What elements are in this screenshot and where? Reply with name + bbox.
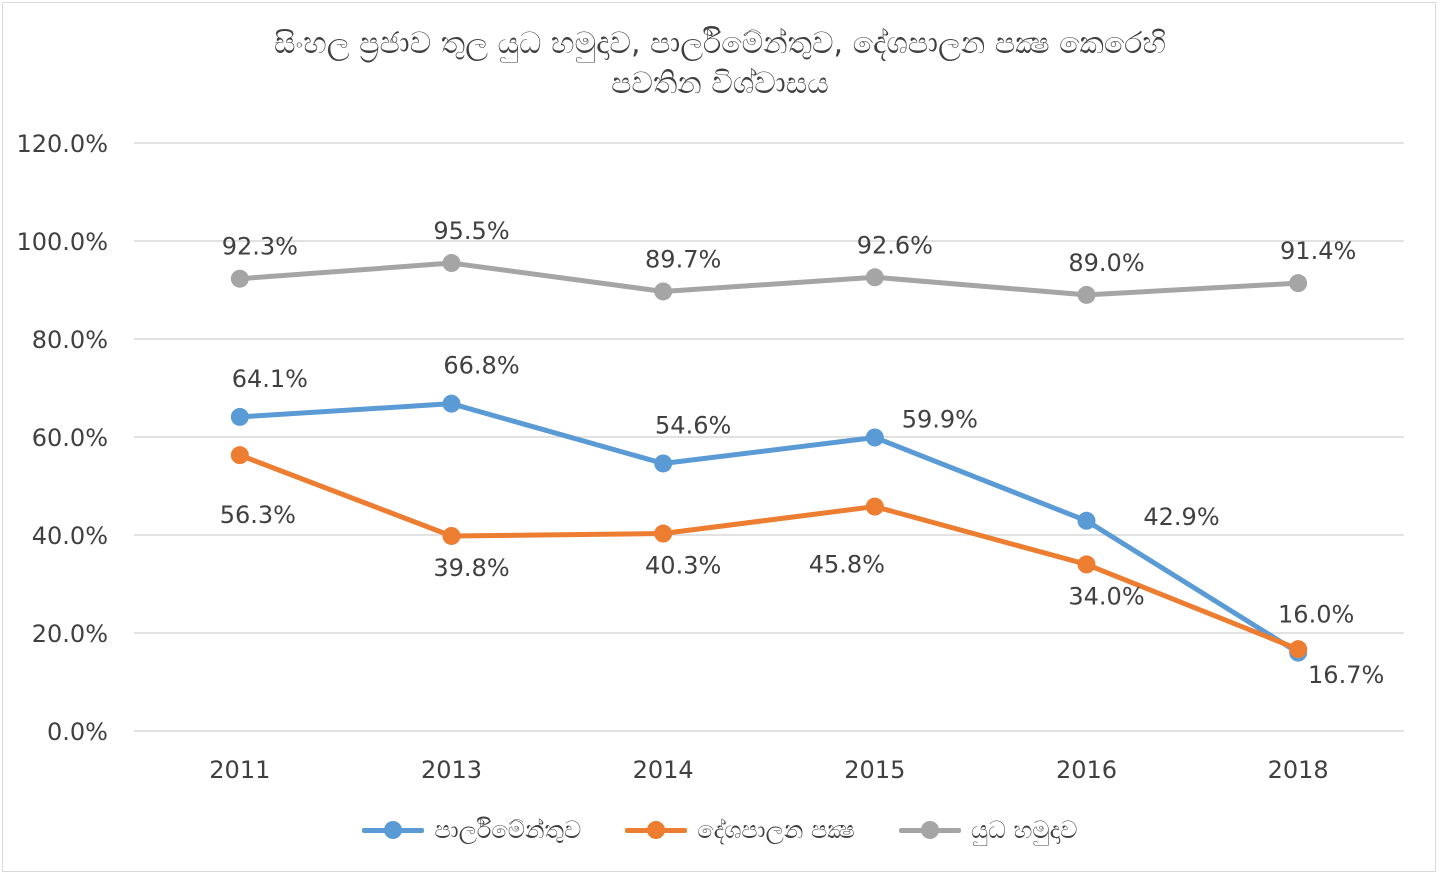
data-label: 95.5% xyxy=(433,217,509,245)
data-point xyxy=(654,524,673,543)
series-line xyxy=(237,260,1301,298)
legend-item: දේශපාලන පක්‍ෂ xyxy=(625,816,855,844)
data-label: 89.7% xyxy=(645,245,721,273)
data-point xyxy=(865,497,884,516)
data-point xyxy=(230,407,249,426)
data-point xyxy=(865,428,884,447)
data-point xyxy=(442,526,461,545)
legend-swatch xyxy=(898,820,961,840)
legend-swatch xyxy=(362,820,425,840)
data-label: 66.8% xyxy=(443,352,519,380)
y-tick-label: 40.0% xyxy=(32,522,108,550)
legend-item: යුධ හමුදාව xyxy=(898,816,1078,844)
data-label: 89.0% xyxy=(1068,249,1144,277)
data-point xyxy=(442,254,461,273)
data-point xyxy=(654,454,673,473)
chart-title: සිංහල ප්‍රජාව තුල යුධ හමුදාව, පාර්ලිමේන්… xyxy=(0,24,1440,104)
data-point xyxy=(1289,274,1308,293)
y-tick-label: 0.0% xyxy=(47,718,108,746)
data-point xyxy=(230,446,249,465)
data-point xyxy=(865,268,884,287)
x-tick-label: 2011 xyxy=(209,756,270,784)
data-label: 40.3% xyxy=(645,552,721,580)
legend: පාර්ලිමේන්තුව දේශපාලන පක්‍ෂ යුධ හමුදාව xyxy=(0,808,1440,852)
data-label: 59.9% xyxy=(902,405,978,433)
data-point xyxy=(1289,640,1308,659)
legend-swatch xyxy=(625,820,688,840)
data-point xyxy=(1077,511,1096,530)
y-tick-label: 60.0% xyxy=(32,424,108,452)
data-label: 56.3% xyxy=(220,501,296,529)
data-label: 42.9% xyxy=(1143,503,1219,531)
data-label: 64.1% xyxy=(232,365,308,393)
legend-item: පාර්ලිමේන්තුව xyxy=(362,816,581,844)
data-label: 34.0% xyxy=(1068,582,1144,610)
series-line xyxy=(237,452,1301,652)
data-point xyxy=(230,269,249,288)
y-tick-label: 120.0% xyxy=(16,130,108,158)
data-label: 54.6% xyxy=(655,411,731,439)
legend-label: යුධ හමුදාව xyxy=(970,816,1078,844)
x-tick-label: 2018 xyxy=(1268,756,1329,784)
x-tick-label: 2014 xyxy=(633,756,694,784)
series-line xyxy=(237,401,1301,656)
data-point xyxy=(1077,555,1096,574)
data-label: 16.7% xyxy=(1308,661,1384,689)
chart-title-line-2: පවතින විශ්වාසය xyxy=(611,66,829,101)
x-tick-label: 2015 xyxy=(844,756,905,784)
data-label: 39.8% xyxy=(433,554,509,582)
data-label: 91.4% xyxy=(1280,237,1356,265)
data-point xyxy=(442,394,461,413)
data-label: 92.6% xyxy=(857,231,933,259)
legend-label: දේශපාලන පක්‍ෂ xyxy=(697,816,855,844)
legend-label: පාර්ලිමේන්තුව xyxy=(434,816,582,844)
data-label: 16.0% xyxy=(1278,601,1354,629)
x-tick-label: 2016 xyxy=(1056,756,1117,784)
y-tick-label: 80.0% xyxy=(32,326,108,354)
x-tick-label: 2013 xyxy=(421,756,482,784)
data-label: 45.8% xyxy=(809,551,885,579)
y-tick-label: 100.0% xyxy=(16,228,108,256)
chart-title-line-1: සිංහල ප්‍රජාව තුල යුධ හමුදාව, පාර්ලිමේන්… xyxy=(273,26,1167,61)
data-point xyxy=(654,282,673,301)
y-tick-label: 20.0% xyxy=(32,620,108,648)
data-label: 92.3% xyxy=(222,233,298,261)
data-point xyxy=(1077,285,1096,304)
